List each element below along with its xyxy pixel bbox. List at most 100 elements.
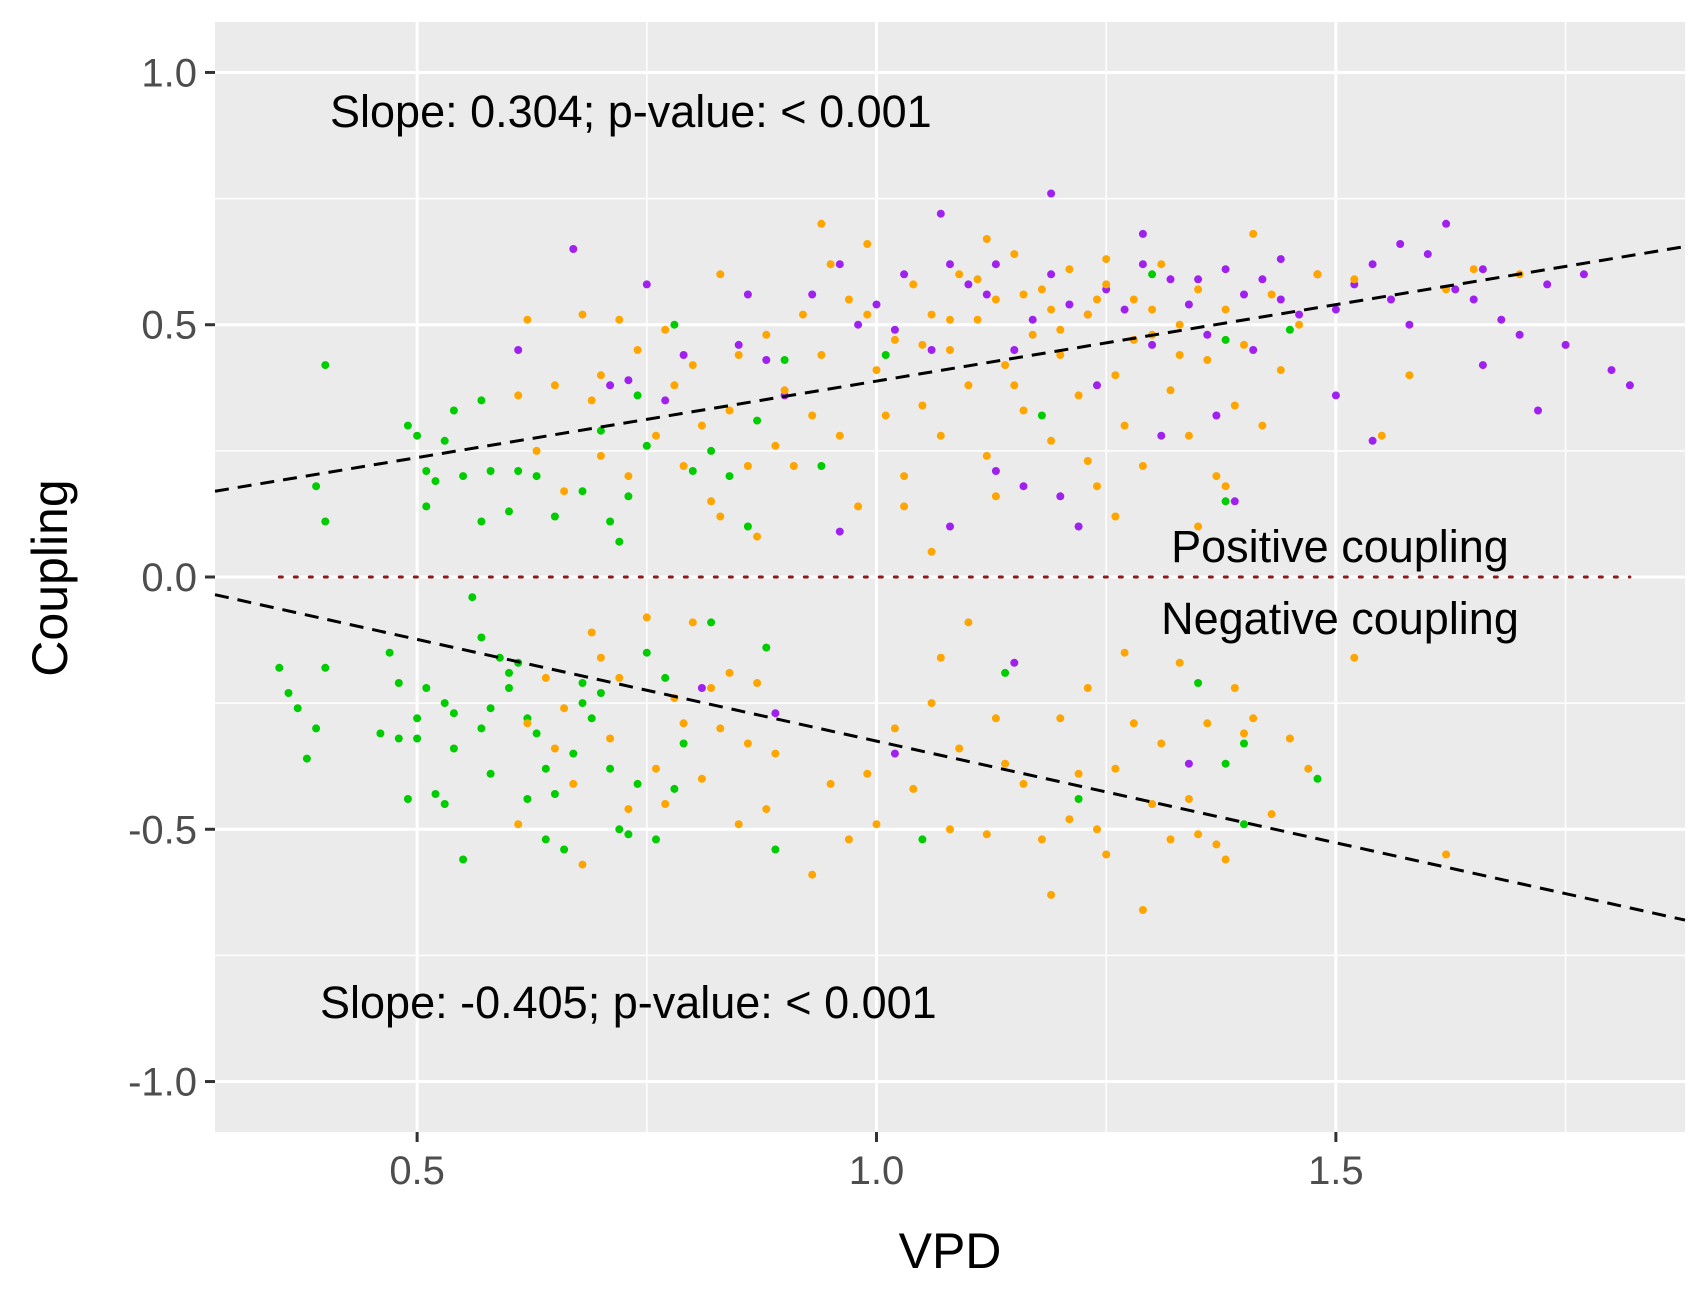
data-point: [1304, 764, 1313, 773]
data-point: [578, 679, 587, 687]
data-point: [1056, 714, 1065, 723]
data-point: [413, 734, 422, 743]
x-axis-ticks: 0.5 1.0 1.5: [389, 1132, 1364, 1193]
data-point: [1102, 280, 1111, 289]
data-point: [403, 421, 412, 430]
data-point: [1001, 361, 1010, 370]
data-point: [1148, 340, 1157, 349]
data-point: [606, 381, 615, 390]
data-point: [578, 310, 587, 319]
data-point: [394, 679, 403, 687]
data-point: [394, 734, 403, 743]
data-point: [1221, 759, 1230, 768]
data-point: [1019, 779, 1028, 788]
data-point: [1405, 320, 1414, 329]
data-point: [422, 502, 431, 511]
data-point: [1001, 668, 1010, 677]
data-point: [716, 270, 725, 279]
data-point: [1258, 421, 1267, 430]
data-point: [1001, 759, 1010, 768]
negative-coupling-label: Negative coupling: [1161, 593, 1519, 644]
fit-line-negative: [214, 593, 1686, 922]
data-point: [1240, 729, 1248, 738]
data-point: [477, 396, 486, 405]
data-point: [1258, 275, 1267, 284]
data-point: [762, 805, 771, 814]
data-point: [1093, 381, 1101, 390]
data-point: [688, 467, 697, 475]
data-point: [550, 744, 559, 753]
data-point: [1184, 300, 1193, 309]
data-point: [1451, 285, 1460, 294]
data-point: [1295, 310, 1304, 319]
data-point: [477, 517, 486, 526]
data-point: [964, 280, 973, 289]
data-point: [753, 679, 762, 687]
data-point: [734, 351, 743, 359]
data-point: [1074, 391, 1083, 400]
data-point: [1148, 270, 1157, 279]
data-point: [1047, 436, 1056, 445]
data-point: [1203, 330, 1212, 339]
data-point: [459, 855, 468, 864]
data-point: [1102, 850, 1111, 859]
x-tick-label: 1.0: [849, 1149, 905, 1193]
data-point: [946, 825, 954, 834]
data-point: [624, 805, 633, 814]
data-point: [1194, 679, 1203, 687]
data-point: [734, 340, 743, 349]
data-point: [1157, 739, 1166, 748]
data-point: [541, 835, 550, 844]
data-point: [1010, 658, 1019, 667]
data-point: [541, 673, 550, 682]
data-point: [936, 653, 945, 662]
data-point: [1074, 795, 1083, 803]
data-point: [321, 361, 330, 370]
data-point: [1387, 295, 1395, 304]
data-point: [560, 845, 569, 854]
data-point: [596, 653, 605, 662]
data-point: [403, 795, 412, 803]
data-point: [1561, 340, 1570, 349]
data-point: [725, 668, 734, 677]
data-point: [293, 704, 302, 713]
data-point: [486, 769, 495, 778]
data-point: [909, 280, 918, 289]
data-point: [1010, 346, 1019, 354]
data-point: [550, 790, 559, 798]
data-point: [449, 406, 458, 415]
data-point: [771, 749, 780, 758]
data-point: [1047, 890, 1056, 899]
data-point: [863, 310, 872, 319]
data-point: [587, 628, 596, 637]
data-point: [762, 330, 771, 339]
data-point: [890, 724, 899, 733]
data-point: [1194, 522, 1203, 531]
data-point: [431, 790, 440, 798]
data-point: [1166, 386, 1175, 395]
data-point: [422, 467, 431, 475]
data-point: [1497, 315, 1506, 324]
data-point: [1175, 351, 1184, 359]
data-point: [743, 462, 752, 470]
data-point: [946, 260, 954, 269]
data-point: [753, 532, 762, 541]
y-tick-label: -0.5: [128, 808, 197, 852]
y-axis-title: Coupling: [22, 479, 78, 676]
data-point: [881, 351, 890, 359]
data-point: [835, 527, 844, 536]
data-point: [946, 346, 954, 354]
data-point: [1543, 280, 1552, 289]
data-point: [707, 618, 716, 627]
data-point: [1469, 265, 1478, 274]
data-point: [633, 779, 642, 788]
data-point: [679, 739, 688, 748]
data-point: [973, 315, 982, 324]
data-point: [1028, 315, 1037, 324]
data-point: [1037, 411, 1046, 420]
data-point: [1240, 290, 1248, 299]
data-point: [275, 663, 284, 672]
data-point: [890, 749, 899, 758]
data-point: [918, 340, 927, 349]
data-point: [991, 260, 1000, 269]
